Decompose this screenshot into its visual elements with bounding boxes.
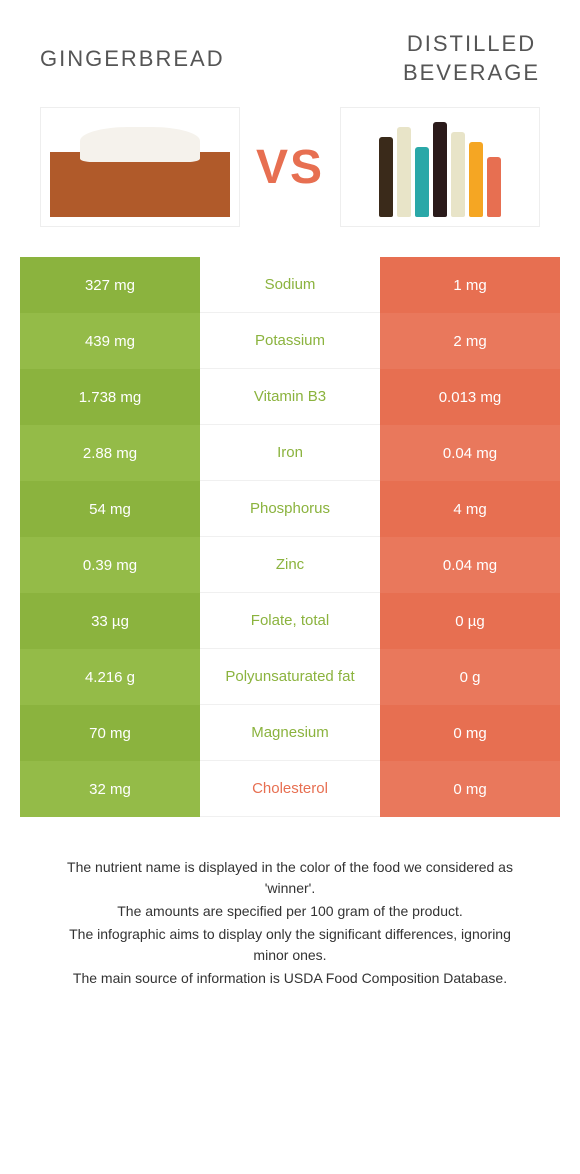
cell-right-value: 0 mg (380, 761, 560, 817)
nutrient-table: 327 mgSodium1 mg439 mgPotassium2 mg1.738… (20, 257, 560, 817)
cell-left-value: 1.738 mg (20, 369, 200, 425)
table-row: 54 mgPhosphorus4 mg (20, 481, 560, 537)
cell-left-value: 70 mg (20, 705, 200, 761)
cell-left-value: 32 mg (20, 761, 200, 817)
footer-line: The main source of information is USDA F… (50, 968, 530, 989)
cell-left-value: 327 mg (20, 257, 200, 313)
footer-line: The amounts are specified per 100 gram o… (50, 901, 530, 922)
table-row: 1.738 mgVitamin B30.013 mg (20, 369, 560, 425)
cell-left-value: 0.39 mg (20, 537, 200, 593)
table-row: 32 mgCholesterol0 mg (20, 761, 560, 817)
cell-nutrient-name: Sodium (200, 257, 380, 313)
vs-label: VS (256, 140, 324, 195)
cell-right-value: 0 g (380, 649, 560, 705)
table-row: 70 mgMagnesium0 mg (20, 705, 560, 761)
table-row: 0.39 mgZinc0.04 mg (20, 537, 560, 593)
table-row: 2.88 mgIron0.04 mg (20, 425, 560, 481)
cell-nutrient-name: Magnesium (200, 705, 380, 761)
title-right-line1: Distilled (407, 31, 536, 56)
cell-right-value: 0.04 mg (380, 425, 560, 481)
cell-left-value: 439 mg (20, 313, 200, 369)
cell-left-value: 4.216 g (20, 649, 200, 705)
titles-row: Gingerbread Distilled beverage (20, 30, 560, 107)
cell-right-value: 0.04 mg (380, 537, 560, 593)
footer-notes: The nutrient name is displayed in the co… (20, 857, 560, 989)
cell-right-value: 2 mg (380, 313, 560, 369)
cell-right-value: 0 µg (380, 593, 560, 649)
table-row: 327 mgSodium1 mg (20, 257, 560, 313)
cell-right-value: 0.013 mg (380, 369, 560, 425)
footer-line: The infographic aims to display only the… (50, 924, 530, 966)
cell-right-value: 0 mg (380, 705, 560, 761)
cell-nutrient-name: Iron (200, 425, 380, 481)
table-row: 4.216 gPolyunsaturated fat0 g (20, 649, 560, 705)
cell-left-value: 54 mg (20, 481, 200, 537)
table-row: 439 mgPotassium2 mg (20, 313, 560, 369)
cell-left-value: 2.88 mg (20, 425, 200, 481)
cell-nutrient-name: Phosphorus (200, 481, 380, 537)
bottles-icon (350, 117, 530, 217)
gingerbread-image (40, 107, 240, 227)
gingerbread-icon (50, 117, 230, 217)
cell-nutrient-name: Zinc (200, 537, 380, 593)
title-right: Distilled beverage (403, 30, 540, 87)
cell-right-value: 4 mg (380, 481, 560, 537)
cell-nutrient-name: Polyunsaturated fat (200, 649, 380, 705)
title-right-line2: beverage (403, 60, 540, 85)
table-row: 33 µgFolate, total0 µg (20, 593, 560, 649)
cell-nutrient-name: Folate, total (200, 593, 380, 649)
footer-line: The nutrient name is displayed in the co… (50, 857, 530, 899)
cell-right-value: 1 mg (380, 257, 560, 313)
cell-left-value: 33 µg (20, 593, 200, 649)
title-left: Gingerbread (40, 46, 225, 72)
cell-nutrient-name: Vitamin B3 (200, 369, 380, 425)
cell-nutrient-name: Potassium (200, 313, 380, 369)
images-row: VS (20, 107, 560, 257)
cell-nutrient-name: Cholesterol (200, 761, 380, 817)
beverage-image (340, 107, 540, 227)
